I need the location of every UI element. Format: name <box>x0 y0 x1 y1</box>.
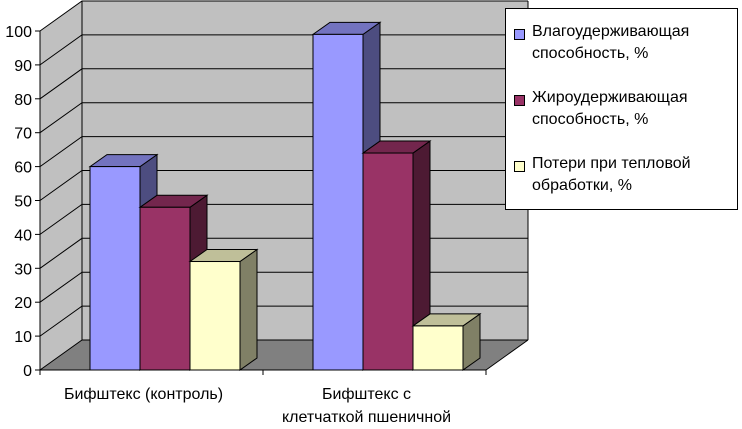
y-tick-label-90: 90 <box>14 58 32 75</box>
y-tick-label-10: 10 <box>14 329 32 346</box>
y-tick-label-80: 80 <box>14 92 32 109</box>
bar-front-1-1 <box>362 152 414 371</box>
legend-label-moisture-line1: Влагоудерживающая <box>532 23 690 40</box>
x-tick-labels: Бифштекс (контроль) Бифштекс с клетчаткой … <box>64 386 451 426</box>
floor-right-edge <box>485 339 529 371</box>
legend-swatch-moisture <box>514 29 525 40</box>
bar-front-0-1 <box>139 206 191 371</box>
y-tick-label-100: 100 <box>5 24 32 41</box>
category-label-1-0: Бифштекс с <box>322 386 411 403</box>
bar-front-1-0 <box>312 33 364 371</box>
y-tick-label-50: 50 <box>14 194 32 211</box>
legend-swatch-losses <box>514 161 525 172</box>
bar-0-2 <box>188 248 259 371</box>
legend-label-losses-line1: Потери при тепловой <box>532 155 691 172</box>
bar-1-2 <box>411 312 482 371</box>
category-label-0-0: Бифштекс (контроль) <box>64 386 223 403</box>
legend-swatch-fat <box>514 95 525 106</box>
legend-label-fat-line1: Жироудерживающая <box>532 89 688 106</box>
bar-1-1 <box>361 140 432 371</box>
y-tick-label-70: 70 <box>14 126 32 143</box>
y-tick-label-20: 20 <box>14 295 32 312</box>
legend: Влагоудерживающая способность, % Жироуде… <box>505 8 738 210</box>
bar-front-0-0 <box>89 166 141 371</box>
legend-label-moisture-line2: способность, % <box>532 45 649 62</box>
bar-side-0-2 <box>239 248 258 371</box>
y-tick-label-0: 0 <box>23 363 32 380</box>
legend-label-losses-line2: обработки, % <box>532 177 632 194</box>
y-tick-label-60: 60 <box>14 160 32 177</box>
category-label-1-1: клетчаткой пшеничной <box>282 409 451 426</box>
y-tick-label-40: 40 <box>14 227 32 244</box>
bar-front-1-2 <box>412 325 464 371</box>
y-tick-label-30: 30 <box>14 261 32 278</box>
y-tick-labels: 0 10 20 30 40 50 60 70 80 90 100 <box>5 24 32 380</box>
legend-label-fat-line2: способность, % <box>532 111 649 128</box>
bars <box>88 21 482 371</box>
bar-front-0-2 <box>189 261 241 371</box>
